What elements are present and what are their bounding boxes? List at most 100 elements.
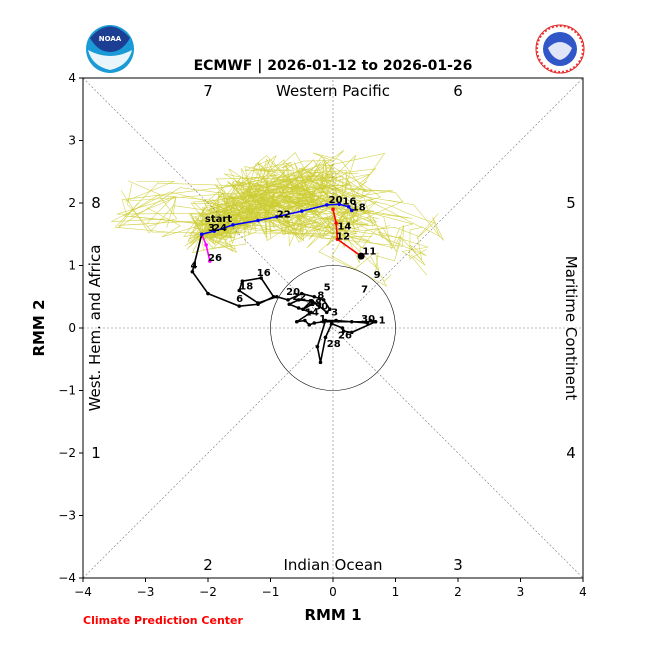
observed-point <box>307 323 312 327</box>
observed-point <box>271 294 276 299</box>
ensemble-member-line <box>191 196 427 266</box>
forecast-point <box>204 243 208 247</box>
observed-point <box>240 279 245 283</box>
day-label: 7 <box>361 284 368 295</box>
y-tick-label: 3 <box>68 134 76 148</box>
observed-point <box>368 318 373 323</box>
y-tick-label: 0 <box>68 321 76 335</box>
observed-point <box>334 318 338 323</box>
x-tick-label: 2 <box>454 585 462 599</box>
observed-point <box>294 319 299 324</box>
day-label: 22 <box>277 209 291 220</box>
noaa-logo: NOAA <box>86 25 134 73</box>
observed-point <box>312 301 317 305</box>
ensemble-member-line <box>201 201 391 252</box>
observed-point <box>340 326 345 330</box>
day-label: 16 <box>257 268 271 279</box>
phase-number-4: 4 <box>566 444 576 462</box>
y-tick-label: 4 <box>68 71 76 85</box>
forecast-point <box>199 232 204 237</box>
ensemble-member-line <box>201 176 414 250</box>
day-label: 12 <box>336 231 350 242</box>
observed-point <box>315 344 320 349</box>
observed-point <box>274 294 279 299</box>
day-label: 26 <box>208 253 222 264</box>
day-label: 16 <box>342 196 356 207</box>
observed-point <box>309 299 313 303</box>
observed-point <box>349 319 354 324</box>
day-label: 3 <box>331 308 338 319</box>
forecast-point <box>231 223 235 227</box>
day-label: 24 <box>213 223 227 234</box>
observed-point <box>296 306 301 310</box>
phase-number-2: 2 <box>203 556 213 574</box>
y-tick-label: −2 <box>58 446 76 460</box>
day-label: start <box>205 214 232 225</box>
observed-point <box>299 291 304 296</box>
observed-point <box>190 269 195 274</box>
forecast-point <box>212 229 217 233</box>
x-tick-label: −3 <box>137 585 155 599</box>
observed-point <box>206 291 210 296</box>
observed-point <box>317 304 322 308</box>
phase-number-3: 3 <box>453 556 463 574</box>
observed-point <box>237 288 242 293</box>
observed-point <box>286 298 290 302</box>
forecast-line <box>201 203 353 236</box>
phase-number-7: 7 <box>203 82 213 100</box>
day-label: 1 <box>319 314 326 325</box>
svg-text:NOAA: NOAA <box>99 35 122 43</box>
day-label: 18 <box>352 203 366 214</box>
day-label: 22 <box>292 292 306 303</box>
day-label: 18 <box>239 281 253 292</box>
forecast-point <box>331 207 335 212</box>
observed-point <box>301 307 305 312</box>
observed-point <box>318 360 323 365</box>
ensemble-member-line <box>146 158 334 238</box>
day-label: 1 <box>379 316 386 327</box>
forecast-point <box>346 204 351 209</box>
day-label: 28 <box>327 339 341 350</box>
ensemble-member-line <box>188 206 348 247</box>
phase-number-8: 8 <box>91 194 101 212</box>
forecast-trajectory <box>199 202 365 263</box>
day-label: 26 <box>338 331 352 342</box>
ensemble-member-line <box>120 190 402 271</box>
region-label-right: Maritime Continent <box>562 256 580 401</box>
y-tick-label: −4 <box>58 571 76 585</box>
x-tick-label: 4 <box>579 585 587 599</box>
day-label: 5 <box>324 283 331 294</box>
ensemble-member-line <box>199 155 403 235</box>
x-tick-label: −4 <box>74 585 92 599</box>
forecast-point <box>256 218 260 223</box>
x-tick-label: −2 <box>199 585 217 599</box>
ensemble-member-line <box>201 156 363 236</box>
ensemble-member-line <box>201 207 392 287</box>
ensemble-member-line <box>117 170 413 250</box>
observed-point <box>373 319 378 324</box>
x-tick-label: 1 <box>392 585 400 599</box>
forecast-point <box>349 208 354 213</box>
region-label-top: Western Pacific <box>276 82 390 100</box>
nws-logo <box>535 24 585 74</box>
ensemble-member-line <box>196 175 346 235</box>
observed-point <box>259 276 263 280</box>
forecast-point <box>335 237 340 242</box>
observed-point <box>256 302 260 307</box>
phase-guides <box>82 77 584 579</box>
observed-point <box>329 321 334 326</box>
day-label: 3 <box>208 223 215 234</box>
day-label: 30 <box>361 314 375 325</box>
day-label: 30 <box>314 301 328 312</box>
region-label-left: West. Hem. and Africa <box>86 245 104 412</box>
forecast-point <box>324 203 329 207</box>
phase-number-6: 6 <box>453 82 463 100</box>
observed-point <box>321 319 326 324</box>
forecast-point <box>274 214 279 219</box>
y-tick-label: −3 <box>58 509 76 523</box>
observed-point <box>309 310 313 315</box>
forecast-point <box>337 202 342 207</box>
observed-point <box>321 298 326 302</box>
